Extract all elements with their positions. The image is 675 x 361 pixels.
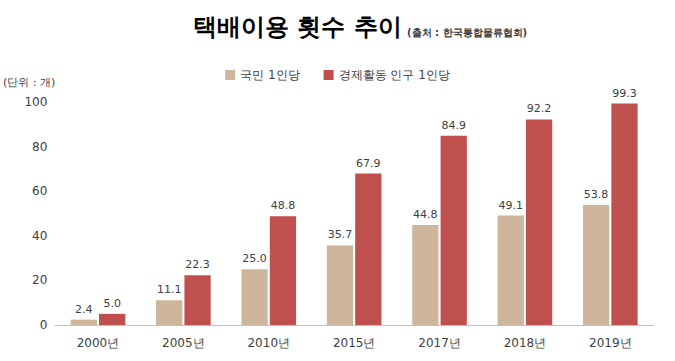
svg-text:40: 40 xyxy=(32,229,47,243)
svg-text:0: 0 xyxy=(40,318,48,332)
svg-text:2017년: 2017년 xyxy=(418,336,461,350)
svg-text:2019년: 2019년 xyxy=(589,336,632,350)
svg-text:2000년: 2000년 xyxy=(77,336,120,350)
svg-text:35.7: 35.7 xyxy=(328,228,353,241)
svg-text:2018년: 2018년 xyxy=(504,336,547,350)
svg-text:20: 20 xyxy=(32,273,47,287)
svg-text:경제활동 인구 1인당: 경제활동 인구 1인당 xyxy=(339,68,450,82)
svg-text:49.1: 49.1 xyxy=(498,199,522,212)
svg-text:(출처 : 한국통합물류협회): (출처 : 한국통합물류협회) xyxy=(407,27,527,38)
svg-text:2015년: 2015년 xyxy=(333,336,376,350)
svg-text:84.9: 84.9 xyxy=(441,119,466,132)
svg-text:25.0: 25.0 xyxy=(242,252,267,265)
svg-text:60: 60 xyxy=(32,184,47,198)
svg-text:2005년: 2005년 xyxy=(162,336,205,350)
svg-text:100: 100 xyxy=(24,95,47,109)
svg-text:80: 80 xyxy=(32,140,47,154)
svg-text:92.2: 92.2 xyxy=(527,102,552,115)
svg-text:5.0: 5.0 xyxy=(103,297,121,310)
svg-text:44.8: 44.8 xyxy=(413,208,438,221)
svg-text:국민 1인당: 국민 1인당 xyxy=(240,68,299,82)
svg-text:22.3: 22.3 xyxy=(185,258,210,271)
svg-text:2.4: 2.4 xyxy=(75,303,93,316)
svg-text:2010년: 2010년 xyxy=(247,336,290,350)
svg-text:11.1: 11.1 xyxy=(157,283,182,296)
svg-text:67.9: 67.9 xyxy=(356,157,381,170)
svg-text:53.8: 53.8 xyxy=(584,188,609,201)
svg-text:48.8: 48.8 xyxy=(271,199,296,212)
svg-text:(단위 : 개): (단위 : 개) xyxy=(3,76,55,89)
svg-text:99.3: 99.3 xyxy=(612,87,637,100)
svg-text:택배이용 횟수 추이: 택배이용 횟수 추이 xyxy=(193,13,402,41)
